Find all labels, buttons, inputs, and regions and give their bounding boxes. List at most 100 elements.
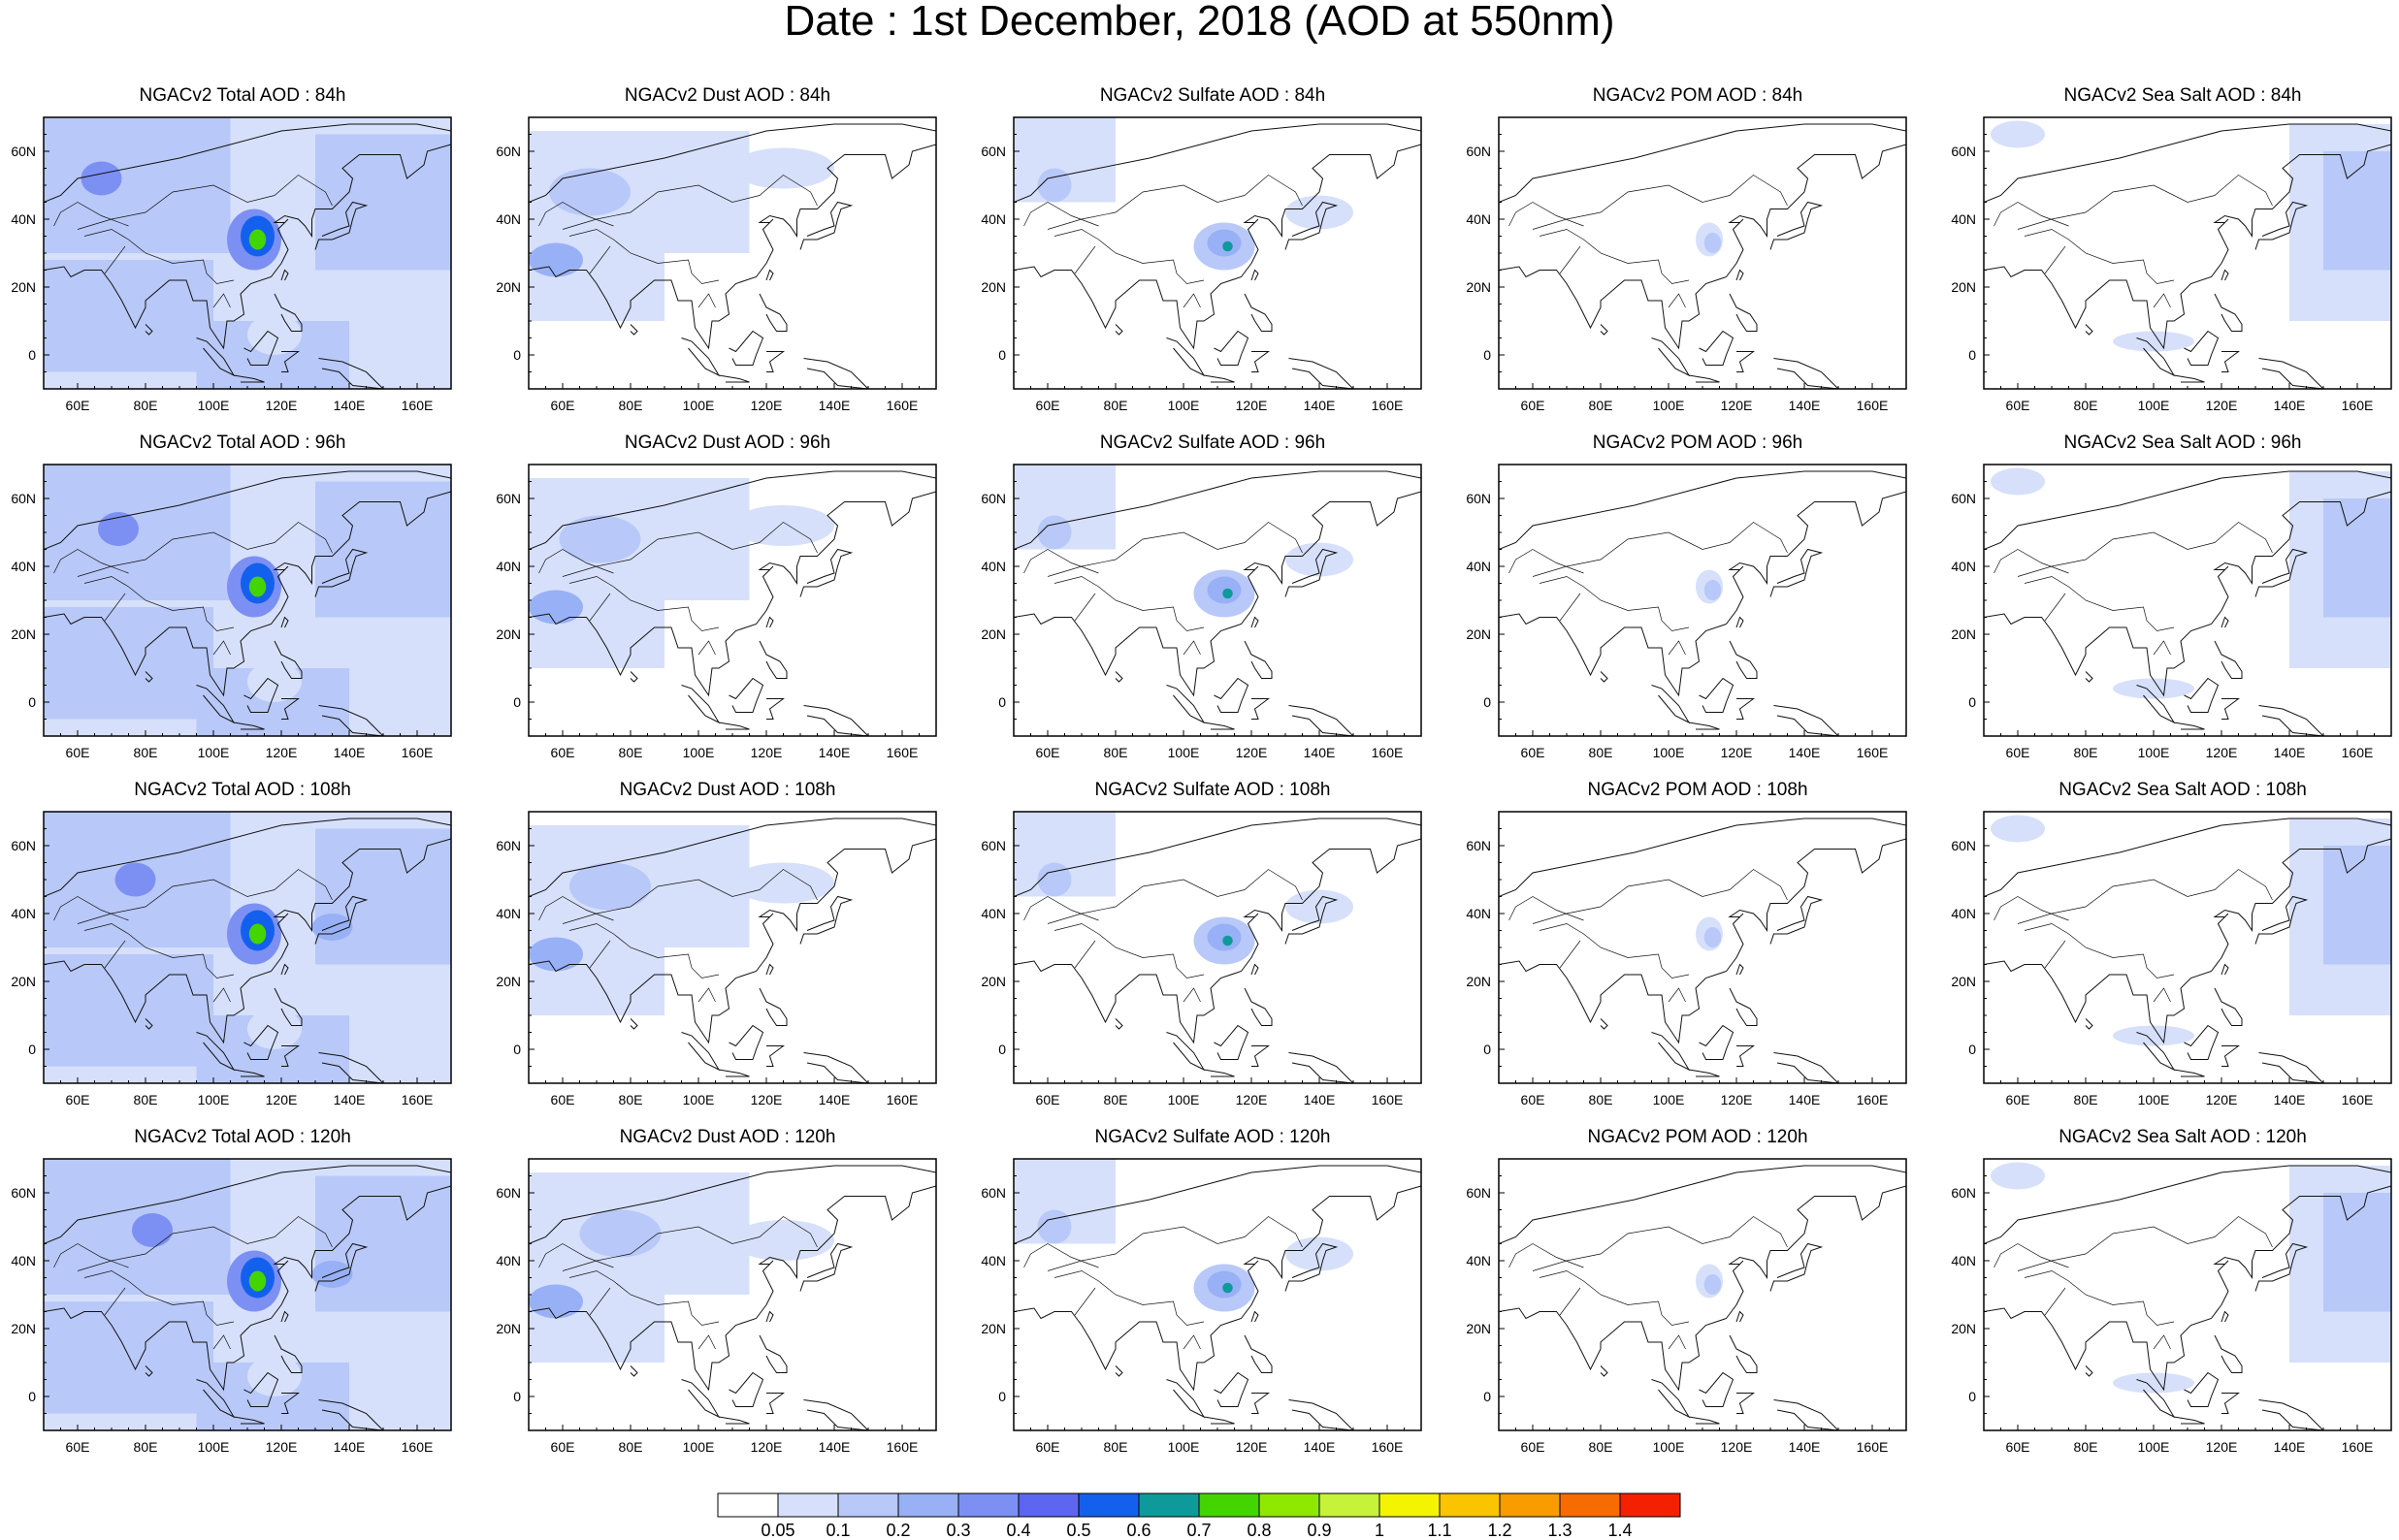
map-panel: NGACv2 Sea Salt AOD : 84h 60E 80E 100E 120E 1… xyxy=(1940,86,2399,426)
coastline xyxy=(529,491,936,697)
country-border xyxy=(568,229,720,284)
coastline xyxy=(233,374,265,383)
lon-tick-label: 80E xyxy=(1104,1092,1128,1107)
coastline xyxy=(145,671,153,683)
lon-tick-label: 100E xyxy=(1168,745,1200,760)
lon-tick-label: 160E xyxy=(1857,398,1889,413)
coastline xyxy=(2136,337,2176,377)
colorbar-label: 0.5 xyxy=(1066,1521,1090,1540)
coastlines xyxy=(529,818,936,1083)
coastline xyxy=(1735,963,1744,976)
coastline xyxy=(2184,330,2220,366)
aod-field xyxy=(1014,812,1353,965)
coastline xyxy=(529,1165,936,1244)
map-plot: 60E 80E 100E 120E 140E 160E 60N 40N 20N 0 xyxy=(1951,811,2392,1107)
lat-tick-label: 0 xyxy=(998,1042,1006,1057)
country-border xyxy=(1183,293,1201,308)
coastline xyxy=(765,963,774,976)
country-border xyxy=(1023,202,1099,227)
colorbar-swatch xyxy=(1619,1492,1681,1518)
lon-tick-label: 80E xyxy=(134,1439,158,1455)
lon-tick-label: 100E xyxy=(2138,745,2170,760)
lon-tick-label: 80E xyxy=(1589,1439,1613,1455)
coastline xyxy=(1736,1393,1755,1414)
coastline xyxy=(1729,293,1758,332)
lon-tick-label: 140E xyxy=(1304,745,1336,760)
coastline xyxy=(281,698,300,720)
aod-plume-indian-ocean xyxy=(2113,1025,2194,1046)
aod-plume-dust xyxy=(579,1209,662,1258)
coastline xyxy=(1250,1310,1259,1323)
lat-tick-label: 40N xyxy=(496,211,521,227)
coastlines xyxy=(1014,818,1421,1083)
aod-field xyxy=(1014,465,1353,618)
lon-tick-label: 140E xyxy=(2274,1092,2306,1107)
map-plot: 60E 80E 100E 120E 140E 160E 60N 40N 20N 0 xyxy=(1951,116,2392,413)
coastline xyxy=(2258,705,2324,736)
aod-area xyxy=(2323,151,2391,271)
aod-clean-area xyxy=(247,1356,302,1396)
coastline xyxy=(1115,1365,1123,1377)
aod-field xyxy=(1991,1162,2391,1394)
lat-tick-label: 0 xyxy=(1483,694,1491,710)
panel-title: NGACv2 Dust AOD : 120h xyxy=(619,1127,836,1147)
panel-title: NGACv2 Sea Salt AOD : 120h xyxy=(2059,1127,2307,1147)
coastline xyxy=(1166,1379,1206,1419)
country-border xyxy=(562,1216,818,1271)
panel-title: NGACv2 Sea Salt AOD : 84h xyxy=(2063,85,2302,106)
country-border xyxy=(2017,1216,2273,1271)
country-border xyxy=(1532,1216,1788,1271)
coastline xyxy=(314,1242,369,1292)
lat-tick-label: 40N xyxy=(496,559,521,574)
lon-tick-label: 100E xyxy=(1168,1092,1200,1107)
map-plot: 60E 80E 100E 120E 140E 160E 60N 40N 20N 0 xyxy=(496,464,937,760)
coastline xyxy=(243,330,279,366)
coastline xyxy=(1769,1242,1824,1292)
country-border xyxy=(77,1216,333,1271)
lon-tick-label: 100E xyxy=(1653,745,1685,760)
lon-tick-label: 160E xyxy=(402,1092,434,1107)
lon-tick-label: 120E xyxy=(2206,1439,2238,1455)
map-plot: 60E 80E 100E 120E 140E 160E 60N 40N 20N 0 xyxy=(1466,464,1907,760)
country-border xyxy=(1054,229,1205,284)
colorbar-swatch xyxy=(1439,1492,1501,1518)
coastline xyxy=(1769,548,1824,597)
coastline xyxy=(1203,374,1235,383)
country-border xyxy=(568,923,720,979)
aod-plume-arabia xyxy=(529,590,583,625)
lat-tick-label: 20N xyxy=(11,626,36,642)
coastline xyxy=(759,293,788,332)
colorbar-swatch xyxy=(717,1492,779,1518)
country-border xyxy=(83,1270,235,1326)
coastline xyxy=(1251,1393,1270,1414)
country-border xyxy=(1508,202,1584,227)
coastline xyxy=(318,358,384,389)
lon-tick-label: 120E xyxy=(2206,1092,2238,1107)
map-panel: NGACv2 Sulfate AOD : 120h 60E 80E 100E 120E 1… xyxy=(970,1128,1455,1467)
map-panel: NGACv2 Dust AOD : 84h 60E 80E 100E 120E 140E 1… xyxy=(485,86,970,426)
coastline xyxy=(1288,1052,1354,1083)
lat-tick-label: 0 xyxy=(28,1389,36,1404)
map-panel: NGACv2 Total AOD : 96h 60E 80E 100E 120E 140E… xyxy=(0,433,485,773)
colorbar-label: 0.9 xyxy=(1307,1521,1331,1540)
coastline xyxy=(1244,987,1273,1026)
map-area: 60E 80E 100E 120E 140E 160E 60N 40N 20N 0 xyxy=(1466,1158,1907,1455)
aod-plume-indian-ocean xyxy=(2113,1372,2194,1394)
country-border xyxy=(104,1287,126,1316)
coastline xyxy=(2221,351,2240,372)
coastlines xyxy=(1499,123,1906,389)
map-panel: NGACv2 Dust AOD : 108h 60E 80E 100E 120E 140E… xyxy=(485,781,970,1120)
aod-plume-kazakhstan xyxy=(114,862,156,897)
country-border xyxy=(77,869,333,924)
coastline xyxy=(318,705,384,736)
lon-tick-label: 120E xyxy=(1236,1439,1268,1455)
map-plot: 60E 80E 100E 120E 140E 160E 60N 40N 20N 0 xyxy=(11,811,452,1107)
coastline xyxy=(630,1365,638,1377)
panel-title: NGACv2 POM AOD : 84h xyxy=(1592,85,1803,106)
coastline xyxy=(314,895,369,945)
coastline xyxy=(233,722,265,730)
colorbar-swatch xyxy=(1559,1492,1621,1518)
country-border xyxy=(1559,1287,1581,1316)
coastlines xyxy=(1499,818,1906,1083)
lon-tick-label: 160E xyxy=(887,745,919,760)
